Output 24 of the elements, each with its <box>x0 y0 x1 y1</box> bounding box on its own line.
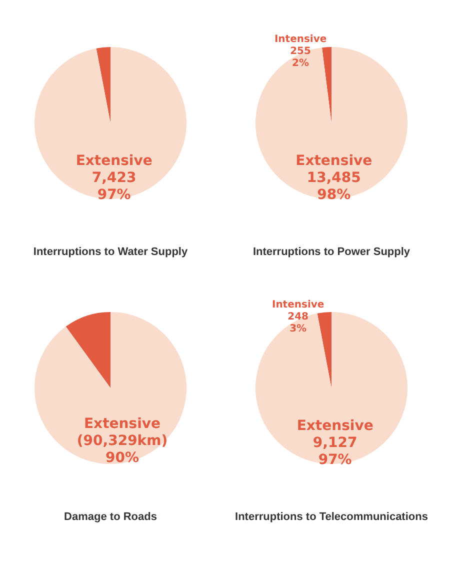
slice-label: Extensive <box>76 152 152 169</box>
slice-label: Extensive <box>84 416 160 432</box>
pie-slice <box>317 312 332 388</box>
slice-label: Extensive <box>296 152 372 169</box>
text: Interruptions to Water Supply <box>33 246 188 258</box>
pie-slice <box>256 47 408 199</box>
data-label: 9,127 97% <box>312 434 358 468</box>
pie-slice <box>34 47 186 199</box>
text: Interruptions to Telecommunications <box>235 511 428 523</box>
pie-slice <box>96 47 110 123</box>
slice-label: Intensive <box>274 34 327 46</box>
pie-slice <box>66 312 110 388</box>
data-label: 255 2% <box>290 46 312 70</box>
pie-slice <box>256 312 408 464</box>
data-label: 248 3% <box>288 311 309 334</box>
slice-label: Intensive <box>272 299 324 310</box>
pie-slice <box>322 47 332 123</box>
slice-label: Extensive <box>296 418 374 434</box>
data-label: 13,485 98% <box>306 170 361 203</box>
data-label: 7,423 97% <box>92 170 136 203</box>
pie-slice <box>34 312 186 464</box>
data-label: (90,329km) 90% <box>76 433 168 466</box>
text: Damage to Roads <box>64 511 157 523</box>
text: Interruptions to Power Supply <box>252 246 411 258</box>
